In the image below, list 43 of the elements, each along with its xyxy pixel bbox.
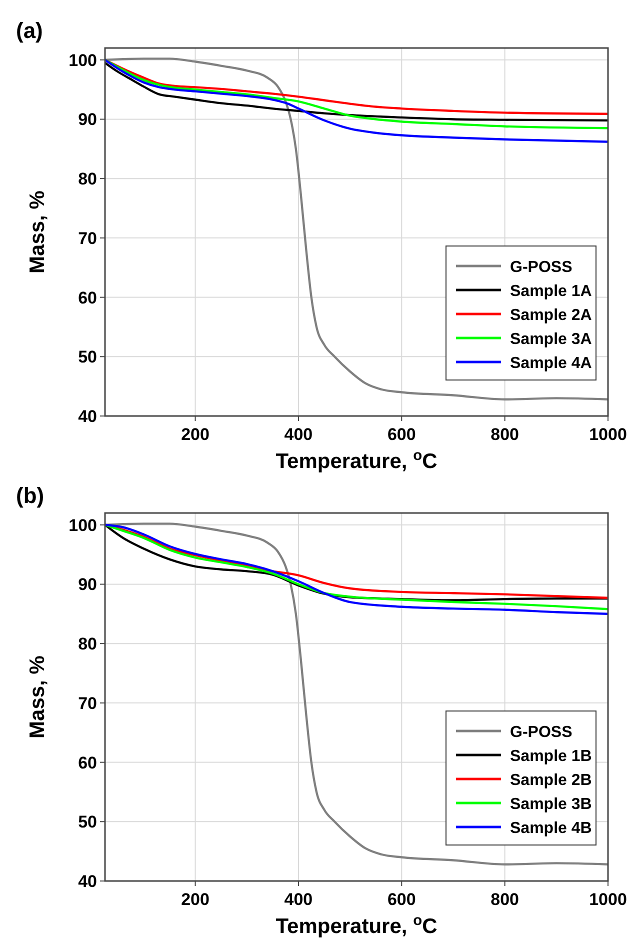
x-tick-label: 600 [387, 425, 416, 444]
chart-title: (b) [16, 483, 44, 508]
line-series [105, 58, 608, 143]
y-tick-label: 80 [78, 634, 97, 654]
legend-label: Sample 1B [510, 748, 592, 765]
y-tick-label: 50 [78, 812, 97, 832]
chart-title: (a) [16, 18, 43, 43]
y-tick-label: 70 [78, 228, 97, 248]
legend-label: Sample 3A [510, 331, 592, 348]
y-tick-label: 40 [78, 872, 97, 891]
legend-label: Sample 3B [510, 796, 592, 813]
y-tick-label: 40 [78, 407, 97, 426]
y-tick-label: 70 [78, 694, 97, 713]
x-tick-label: 200 [181, 890, 210, 909]
y-tick-label: 90 [78, 575, 97, 594]
legend-label: Sample 2A [510, 307, 592, 324]
y-tick-label: 60 [78, 288, 97, 308]
line-series [105, 522, 608, 866]
y-tick-label: 60 [78, 753, 97, 772]
y-tick-label: 100 [68, 50, 97, 70]
y-tick-label: 80 [78, 170, 97, 189]
x-tick-label: 800 [490, 890, 520, 909]
legend-label: Sample 1A [510, 283, 592, 300]
x-tick-label: 200 [181, 425, 210, 444]
x-axis-title: Temperature, $^{o}$C [276, 448, 438, 473]
legend-label: Sample 2B [510, 772, 592, 789]
legend-label: G-POSS [510, 724, 573, 741]
legend-label: Sample 4B [510, 820, 592, 837]
y-tick-label: 90 [78, 110, 97, 130]
y-tick-label: 50 [78, 348, 97, 367]
x-tick-label: 1000 [589, 425, 627, 444]
y-axis-title: Mass, % [26, 190, 49, 274]
x-tick-label: 600 [387, 890, 416, 909]
y-tick-label: 100 [68, 516, 97, 535]
legend-label: Sample 4A [510, 355, 592, 372]
x-axis-title: Temperature, $^{o}$C [276, 913, 438, 938]
line-series [105, 58, 608, 400]
x-tick-label: 400 [284, 890, 313, 909]
x-tick-label: 800 [490, 425, 520, 444]
legend-label: G-POSS [510, 259, 573, 276]
x-tick-label: 400 [284, 425, 313, 444]
x-tick-label: 1000 [589, 890, 627, 909]
y-axis-title: Mass, % [26, 655, 49, 738]
